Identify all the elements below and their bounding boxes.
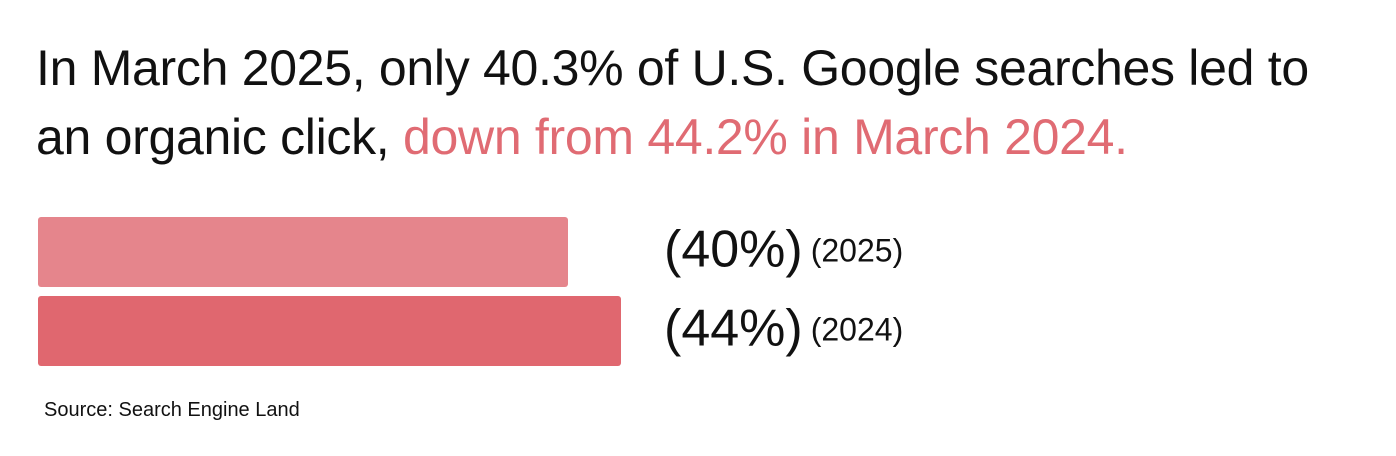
bar-2025 bbox=[38, 217, 568, 287]
value-label: (40%) bbox=[664, 221, 803, 279]
bar-chart: (40%) (2025)(44%) (2024) bbox=[38, 217, 904, 366]
headline-highlight: down from 44.2% in March 2024. bbox=[403, 109, 1128, 165]
source-note: Source: Search Engine Land bbox=[44, 399, 300, 421]
bar-2024 bbox=[38, 296, 621, 366]
headline: In March 2025, only 40.3% of U.S. Google… bbox=[36, 34, 1376, 172]
headline-text: In March 2025, only 40.3% of U.S. Google… bbox=[36, 40, 1309, 165]
value-label: (44%) bbox=[664, 300, 803, 358]
category-label: (2024) bbox=[811, 311, 904, 347]
category-label: (2025) bbox=[811, 232, 904, 268]
